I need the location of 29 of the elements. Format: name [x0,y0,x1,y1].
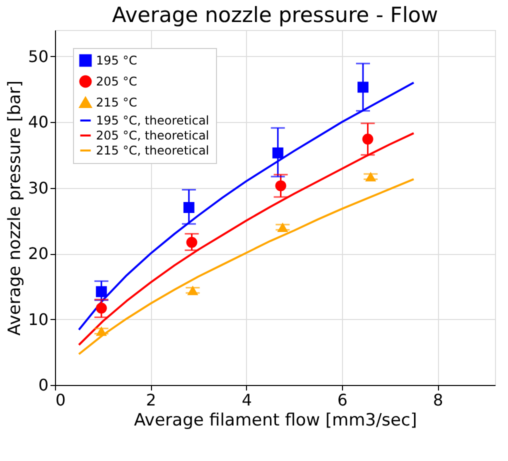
y-tick-label: 50 [28,46,48,66]
y-axis-title: Average nozzle pressure [bar] [5,80,26,336]
x-tick-label: 0 [56,390,66,410]
point [183,202,194,213]
legend-label: 195 °C [96,54,138,68]
point [275,180,286,192]
x-tick-label: 4 [242,390,252,410]
y-tick-label: 0 [38,376,48,394]
legend-label: 195 °C, theoretical [96,114,210,128]
point [96,286,107,298]
legend-label: 205 °C [96,74,138,88]
x-tick-label: 2 [146,390,156,410]
y-tick-label: 20 [28,244,48,264]
x-axis-title: Average filament flow [mm3/sec] [134,410,417,430]
x-tick-label: 6 [337,390,348,410]
legend-label: 205 °C, theoretical [96,128,210,142]
legend-label: 215 °C [96,96,138,110]
chart-title: Average nozzle pressure - Flow [112,3,438,27]
x-tick-label: 8 [433,390,444,410]
point [358,82,368,93]
point [362,134,374,145]
y-tick-label: 40 [28,112,48,132]
line-series [78,178,415,356]
y-tick-label: 30 [28,178,48,198]
y-tick-label: 10 [28,310,48,329]
point [96,302,107,314]
point [186,236,198,248]
point [272,147,284,158]
legend-label: 215 °C, theoretical [96,144,210,158]
